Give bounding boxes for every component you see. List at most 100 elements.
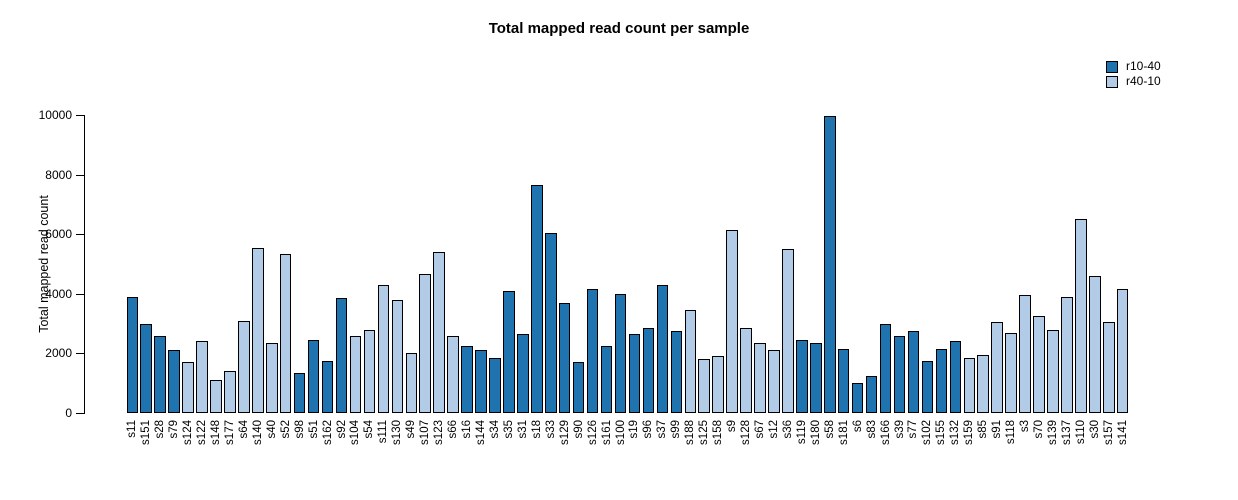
bar <box>879 323 892 413</box>
bar <box>405 353 417 413</box>
x-tick-label: s64 <box>237 420 250 439</box>
x-tick-label: s40 <box>265 420 278 439</box>
y-tick <box>76 234 84 236</box>
bar <box>503 290 515 413</box>
x-tick-label: s111 <box>377 420 390 444</box>
bar <box>182 362 194 413</box>
x-tick-label: s34 <box>488 420 501 439</box>
x-tick-label: s3 <box>1019 420 1032 433</box>
x-tick-label: s129 <box>558 420 571 445</box>
x-tick-label: s19 <box>628 420 641 439</box>
bar <box>782 249 794 413</box>
bar <box>335 298 348 413</box>
bar <box>698 359 710 413</box>
x-tick-label: s118 <box>1005 420 1018 445</box>
bar <box>949 341 962 413</box>
bar <box>210 380 222 413</box>
bar <box>935 348 948 413</box>
x-tick-label: s162 <box>321 420 334 445</box>
x-tick-label: s110 <box>1074 420 1087 445</box>
legend-item-r40-10: r40-10 <box>1106 74 1161 89</box>
y-tick-label: 2000 <box>45 346 72 361</box>
bar <box>545 232 557 413</box>
bar <box>1061 296 1073 413</box>
x-tick-label: s100 <box>614 420 627 445</box>
legend-label-r40-10: r40-10 <box>1126 74 1161 88</box>
bar <box>1103 322 1115 413</box>
y-tick <box>76 293 84 295</box>
bar <box>907 331 920 413</box>
legend: r10-40 r40-10 <box>1106 59 1161 89</box>
bar <box>1005 332 1017 413</box>
x-tick-label: s9 <box>726 420 739 433</box>
x-tick-label: s124 <box>182 420 195 445</box>
y-tick <box>76 174 84 176</box>
y-tick-label: 4000 <box>45 286 72 301</box>
x-tick-label: s83 <box>865 420 878 439</box>
bar <box>726 229 738 413</box>
x-tick-label: s92 <box>335 420 348 439</box>
legend-swatch-r40-10 <box>1106 75 1118 88</box>
x-tick-label: s144 <box>475 420 487 445</box>
x-tick-label: s49 <box>405 420 418 439</box>
bar <box>363 329 376 413</box>
bar <box>1033 316 1045 413</box>
x-tick-label: s77 <box>907 420 920 439</box>
bar <box>977 354 989 413</box>
x-tick-label: s96 <box>642 420 655 439</box>
bar <box>293 372 306 413</box>
x-tick-label: s54 <box>363 420 376 439</box>
bar <box>391 299 404 413</box>
bar <box>558 302 571 413</box>
bar <box>670 331 683 413</box>
x-tick-label: s91 <box>991 420 1004 439</box>
bar <box>893 335 906 413</box>
x-tick-label: s58 <box>823 420 836 439</box>
bar <box>140 323 152 413</box>
x-tick-label: s28 <box>154 420 167 439</box>
bar <box>1019 295 1031 413</box>
bar <box>1047 329 1059 413</box>
bar <box>321 360 334 413</box>
bar <box>489 357 501 413</box>
y-tick <box>76 413 84 414</box>
y-tick-label: 0 <box>65 406 72 420</box>
x-tick-label: s158 <box>712 420 725 445</box>
x-tick-label: s181 <box>837 420 850 445</box>
x-tick-label: s85 <box>977 420 990 439</box>
x-tick-label: s166 <box>879 420 892 445</box>
x-tick-label: s126 <box>586 420 599 445</box>
x-tick-label: s177 <box>223 420 236 445</box>
x-tick-label: s6 <box>851 420 864 433</box>
x-tick-label: s119 <box>795 420 808 445</box>
bar <box>279 253 292 413</box>
x-tick-label: s132 <box>949 420 962 445</box>
y-tick-label: 6000 <box>45 227 72 242</box>
legend-label-r10-40: r10-40 <box>1126 59 1161 73</box>
x-tick-label: s12 <box>767 420 780 439</box>
x-tick-label: s39 <box>893 420 906 439</box>
x-tick-label: s155 <box>935 420 948 445</box>
bar <box>600 345 613 413</box>
x-tick-label: s148 <box>209 420 222 445</box>
x-tick-label: s11 <box>126 420 139 438</box>
x-tick-label: s98 <box>293 420 306 439</box>
bar <box>1116 289 1129 413</box>
bar <box>642 328 655 413</box>
bar <box>851 383 864 413</box>
bar <box>461 345 473 413</box>
bar <box>684 310 696 413</box>
x-tick-label: s99 <box>670 420 683 439</box>
bar <box>796 339 808 413</box>
x-tick-label: s51 <box>307 420 320 439</box>
x-tick-label: s90 <box>572 420 585 439</box>
bar <box>168 350 180 413</box>
bar <box>824 116 836 413</box>
x-tick-label: s31 <box>516 420 529 439</box>
bar <box>238 320 250 413</box>
bar <box>837 348 850 413</box>
bar <box>628 334 641 413</box>
bar <box>1089 275 1101 413</box>
x-tick-label: s161 <box>600 420 613 445</box>
